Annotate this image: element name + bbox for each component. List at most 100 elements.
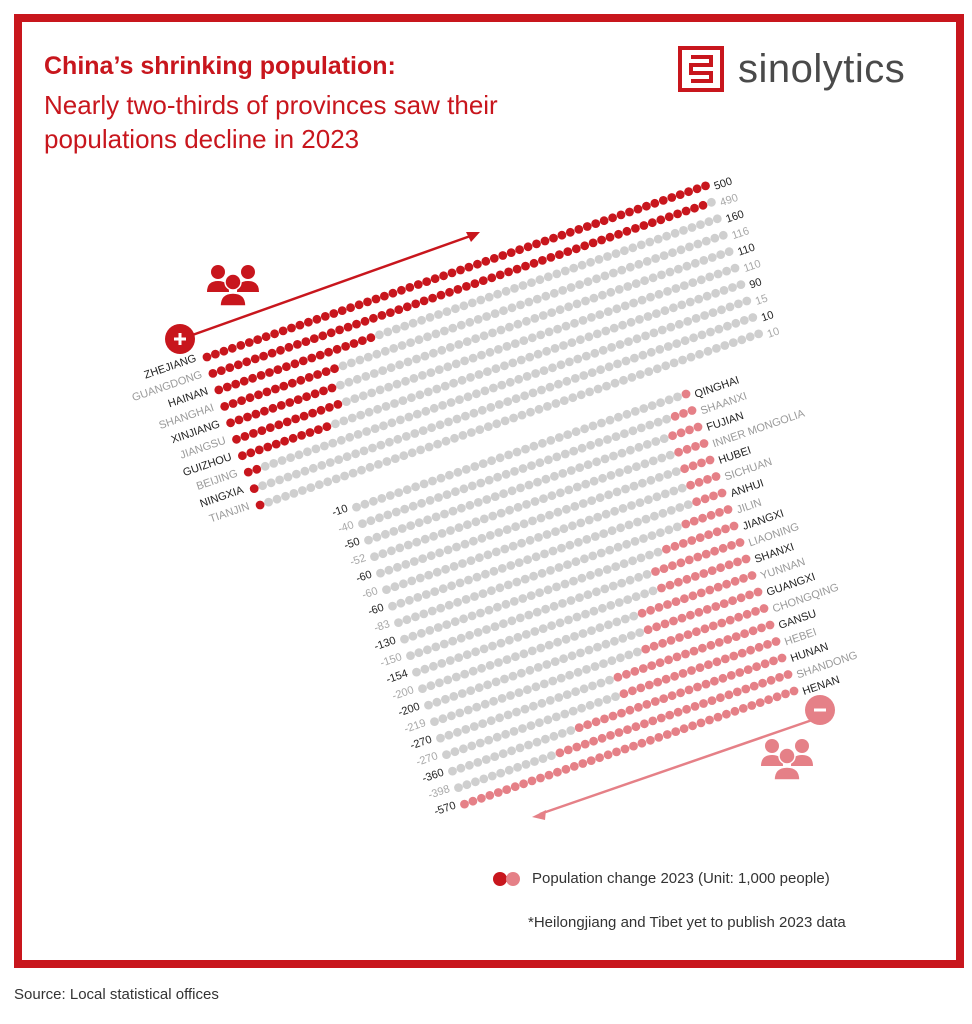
decrease-dot [715, 508, 724, 517]
track-dot [364, 407, 374, 417]
track-dot [560, 266, 570, 276]
track-dot [498, 749, 508, 759]
track-dot [375, 330, 384, 340]
track-dot [748, 313, 758, 322]
decrease-dot [707, 566, 717, 575]
increase-dot [366, 333, 376, 343]
increase-dot [298, 356, 308, 366]
decrease-dot [586, 756, 596, 765]
track-dot [596, 365, 605, 375]
track-dot [430, 717, 439, 726]
track-dot [450, 433, 459, 443]
track-dot [642, 440, 652, 449]
track-dot [569, 263, 579, 273]
track-dot [292, 469, 301, 479]
track-dot [443, 675, 453, 685]
track-dot [402, 485, 412, 495]
track-dot [533, 663, 543, 672]
track-dot [390, 582, 400, 592]
track-dot [420, 664, 430, 674]
track-dot [289, 489, 299, 498]
track-dot [609, 323, 619, 333]
increase-dot [287, 323, 296, 333]
track-dot [471, 517, 481, 527]
track-dot [507, 486, 517, 496]
track-dot [502, 342, 512, 351]
decrease-dot [670, 411, 680, 421]
track-dot [632, 334, 642, 344]
increase-dot [591, 219, 601, 229]
decrease-dot [477, 793, 486, 803]
track-dot [704, 217, 714, 227]
track-dot [583, 277, 593, 287]
track-dot [656, 528, 665, 538]
increase-dot [346, 303, 355, 313]
track-dot [477, 533, 487, 543]
track-dot [412, 409, 422, 419]
track-dot [696, 220, 705, 230]
track-dot [520, 574, 530, 584]
increase-dot [377, 311, 387, 320]
track-dot [414, 648, 424, 658]
track-dot [467, 298, 477, 308]
value-liaoning: -150 [379, 651, 404, 670]
decrease-dot [704, 660, 713, 670]
track-dot [545, 510, 554, 520]
increase-dot [318, 331, 328, 341]
track-dot [672, 522, 682, 532]
increase-dot [287, 378, 297, 388]
track-dot [491, 364, 501, 374]
track-dot [549, 601, 559, 611]
track-dot [694, 294, 704, 304]
increase-dot [265, 423, 275, 432]
increase-dot [625, 207, 634, 217]
track-dot [441, 694, 450, 704]
decrease-dot [569, 762, 579, 771]
track-dot [581, 479, 591, 489]
track-dot [595, 310, 605, 319]
increase-dot [296, 375, 306, 385]
track-dot [323, 477, 333, 487]
track-dot [604, 362, 614, 372]
increase-dot [436, 290, 446, 300]
track-dot [372, 349, 382, 359]
track-dot [527, 333, 537, 343]
track-dot [605, 545, 615, 555]
track-dot [435, 678, 444, 688]
increase-dot [273, 365, 283, 374]
decrease-dot [629, 741, 638, 751]
track-dot [447, 711, 456, 721]
track-dot [472, 702, 482, 712]
track-dot [390, 399, 399, 408]
track-dot [647, 401, 657, 410]
track-dot [466, 686, 476, 695]
track-dot [627, 373, 637, 382]
track-dot [508, 541, 518, 551]
track-dot [590, 532, 600, 541]
track-dot [714, 324, 724, 334]
track-dot [432, 384, 442, 394]
value-shanxi: -154 [385, 668, 410, 687]
track-dot [444, 417, 453, 427]
minus-circle-icon [805, 695, 835, 725]
track-dot [317, 461, 327, 470]
track-dot [426, 551, 436, 561]
decrease-dot [510, 782, 520, 792]
track-dot [491, 547, 501, 557]
decrease-dot [684, 555, 694, 565]
track-dot [571, 687, 580, 697]
track-dot [452, 414, 462, 424]
value-chongqing: -219 [403, 717, 428, 736]
track-dot [650, 511, 659, 521]
decrease-dot [754, 642, 764, 652]
track-dot [532, 737, 542, 747]
decrease-dot [637, 608, 647, 618]
decrease-dot [485, 791, 495, 800]
track-dot [580, 554, 589, 564]
decrease-dot [748, 626, 758, 636]
track-dot [359, 446, 369, 456]
track-dot [535, 588, 544, 598]
track-dot [641, 331, 650, 341]
track-dot [629, 298, 638, 308]
track-dot [464, 575, 473, 585]
